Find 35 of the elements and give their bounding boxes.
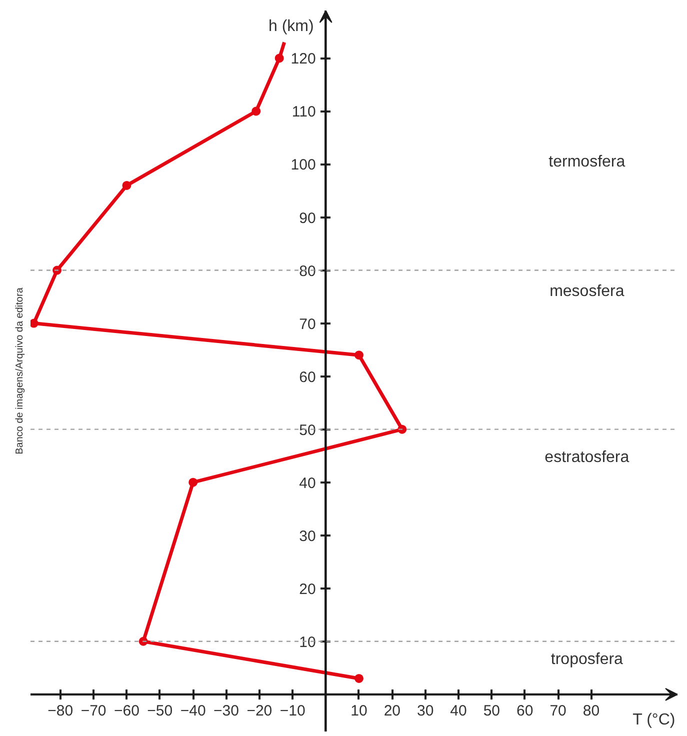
annotation: troposfera — [550, 650, 624, 668]
x-tick-label: −20 — [246, 702, 272, 720]
y-tick-label: 70 — [299, 316, 316, 333]
y-tick-label: 120 — [290, 50, 316, 68]
text: Banco de imagens/Arquivo da editora — [14, 287, 26, 454]
x-tick-label: 30 — [416, 702, 434, 720]
x-tick-label: 80 — [582, 702, 600, 720]
x-tick-label: 50 — [483, 702, 500, 720]
x-tick-label: −10 — [280, 702, 306, 720]
y-tick-label: 40 — [299, 474, 316, 492]
annotation: termosfera — [548, 153, 626, 170]
x-tick-label: 20 — [384, 702, 400, 720]
annotation: mesosfera — [550, 283, 624, 300]
y-tick-label: 20 — [299, 580, 316, 598]
y-tick-label: 10 — [299, 634, 316, 651]
x-tick-label: −50 — [147, 702, 173, 720]
x-axis-title: T (°C) — [632, 711, 676, 728]
x-tick-label: −60 — [114, 702, 140, 720]
y-tick-label: 60 — [299, 368, 316, 386]
y-tick-label: 110 — [292, 104, 316, 121]
y-tick-label: 50 — [299, 422, 316, 439]
x-tick-label: 60 — [516, 702, 534, 720]
y-axis-title: h (km) — [268, 18, 314, 35]
x-tick-label: 10 — [350, 702, 368, 720]
y-tick-label: 30 — [299, 528, 316, 545]
y-tick-label: 80 — [299, 262, 316, 280]
x-tick-label: 70 — [550, 702, 566, 720]
x-tick-label: −70 — [80, 702, 106, 720]
x-tick-label: −40 — [180, 702, 206, 720]
y-tick-label: 100 — [290, 156, 316, 174]
x-tick-label: −80 — [48, 702, 74, 720]
x-tick-label: 40 — [450, 702, 467, 720]
y-tick-label: 90 — [299, 210, 316, 227]
x-tick-label: −30 — [214, 702, 239, 720]
annotation: estratosfera — [544, 449, 630, 466]
